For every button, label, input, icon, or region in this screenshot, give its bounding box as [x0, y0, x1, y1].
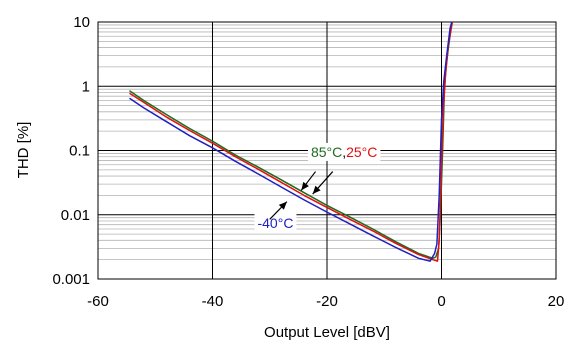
x-tick-label: -40	[202, 293, 224, 310]
x-tick-labels: -60 -40 -20 0 20	[87, 293, 564, 310]
x-tick-label: 20	[548, 293, 565, 310]
series-line-2	[129, 21, 453, 262]
annotation-0: 85°C,25°C	[300, 142, 381, 195]
annotation-label-part: 85°C	[311, 144, 342, 160]
x-axis-label: Output Level [dBV]	[264, 324, 390, 341]
y-axis-label: THD [%]	[15, 122, 32, 179]
plot-frame	[97, 21, 557, 280]
x-tick-label: 0	[437, 293, 445, 310]
annotation-label: -40°C	[257, 215, 293, 231]
y-tick-label: 10	[73, 14, 90, 31]
x-tick-label: -20	[316, 293, 338, 310]
y-tick-label: 0.01	[61, 207, 90, 224]
series-layer	[129, 21, 454, 262]
annotation-arrow-head	[312, 185, 321, 195]
annotation-1: -40°C	[254, 201, 297, 232]
annotation-label: 85°C,25°C	[311, 144, 377, 160]
annotation-label-part: 25°C	[346, 144, 377, 160]
annotation-layer: 85°C,25°C -40°C	[254, 142, 381, 232]
x-tick-label: -60	[87, 293, 109, 310]
y-tick-label: 0.001	[52, 271, 90, 288]
series-line-1	[129, 21, 454, 262]
y-tick-label: 0.1	[69, 143, 90, 160]
annotation-label-background	[254, 213, 297, 232]
annotation-arrow-head	[278, 201, 287, 210]
y-tick-label: 1	[82, 78, 90, 95]
annotation-label-part: -40°C	[257, 215, 293, 231]
annotation-label-part: ,	[342, 144, 346, 160]
annotation-arrow-head	[301, 181, 309, 191]
annotation-label-background	[307, 142, 381, 161]
y-tick-labels: 0.001 0.01 0.1 1 10	[52, 14, 90, 288]
